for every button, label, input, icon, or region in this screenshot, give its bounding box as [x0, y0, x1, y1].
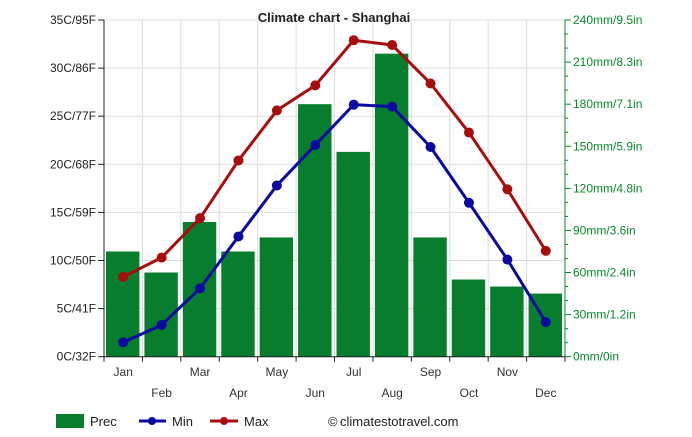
copyright-icon: © [328, 414, 338, 429]
right-axis-tick-label: 150mm/5.9in [573, 139, 642, 153]
min-point-jul [348, 99, 359, 110]
prec-bar-sep [413, 237, 447, 357]
min-point-apr [233, 231, 244, 242]
left-axis-tick-label: 5C/41F [57, 302, 96, 316]
prec-bar-may [259, 237, 294, 357]
max-point-nov [502, 184, 513, 195]
left-axis-tick-label: 15C/59F [50, 205, 96, 219]
max-point-jul [348, 35, 359, 46]
min-point-jan [118, 337, 129, 348]
right-axis-tick-label: 210mm/8.3in [573, 55, 642, 69]
min-line [122, 103, 548, 344]
legend-min-marker [148, 417, 156, 425]
max-point-sep [425, 78, 436, 89]
prec-bar-aug [374, 53, 409, 357]
min-point-aug [387, 101, 398, 112]
chart-title: Climate chart - Shanghai [258, 10, 410, 25]
prec-bar-jul [336, 151, 370, 357]
right-axis-tick-label: 30mm/1.2in [573, 308, 636, 322]
min-point-oct [463, 197, 474, 208]
min-point-feb [156, 319, 167, 330]
x-axis-label: Jun [306, 386, 325, 400]
legend-prec-swatch [56, 414, 84, 428]
max-point-feb [156, 252, 167, 263]
x-axis-label: Dec [535, 386, 556, 400]
x-axis-label: Oct [460, 386, 479, 400]
x-axis-label: Sep [420, 365, 442, 379]
left-axis-tick-label: 35C/95F [50, 13, 96, 27]
left-axis-tick-label: 30C/86F [50, 61, 96, 75]
prec-bar-oct [451, 279, 486, 357]
min-point-jun [310, 140, 321, 151]
right-axis-tick-label: 0mm/0in [573, 350, 619, 364]
legend-min-label: Min [172, 414, 193, 429]
x-axis-label: Nov [497, 365, 518, 379]
max-point-dec [540, 245, 551, 256]
credit-text: climatestotravel.com [340, 414, 458, 429]
max-point-apr [233, 155, 244, 166]
x-axis-label: May [266, 365, 289, 379]
max-point-aug [387, 40, 398, 51]
legend-max-label: Max [244, 414, 269, 429]
min-point-mar [195, 283, 206, 294]
max-line [122, 38, 548, 279]
left-axis-tick-label: 0C/32F [57, 350, 96, 364]
right-axis-tick-label: 180mm/7.1in [573, 97, 642, 111]
left-axis-tick-label: 10C/50F [50, 254, 96, 268]
x-axis-label: Mar [190, 365, 211, 379]
max-point-mar [195, 213, 206, 224]
legend-max-marker [220, 417, 228, 425]
right-axis-tick-label: 60mm/2.4in [573, 266, 636, 280]
right-axis-tick-label: 240mm/9.5in [573, 13, 642, 27]
min-point-nov [502, 254, 513, 265]
max-point-jan [118, 271, 129, 282]
x-axis-label: Aug [381, 386, 402, 400]
prec-bar-apr [221, 251, 255, 357]
x-axis-label: Apr [229, 386, 248, 400]
right-axis-tick-label: 120mm/4.8in [573, 181, 642, 195]
max-point-oct [463, 127, 474, 138]
x-axis-label: Feb [151, 386, 172, 400]
max-point-jun [310, 80, 321, 91]
min-point-dec [540, 317, 551, 328]
left-axis-tick-label: 25C/77F [50, 109, 96, 123]
min-point-may [271, 180, 282, 191]
legend-prec-label: Prec [90, 414, 117, 429]
min-point-sep [425, 141, 436, 152]
x-axis-label: Jul [346, 365, 361, 379]
right-axis-tick-label: 90mm/3.6in [573, 223, 636, 237]
x-axis-label: Jan [114, 365, 133, 379]
prec-bar-nov [490, 286, 524, 357]
max-point-may [271, 105, 282, 116]
left-axis-tick-label: 20C/68F [50, 157, 96, 171]
